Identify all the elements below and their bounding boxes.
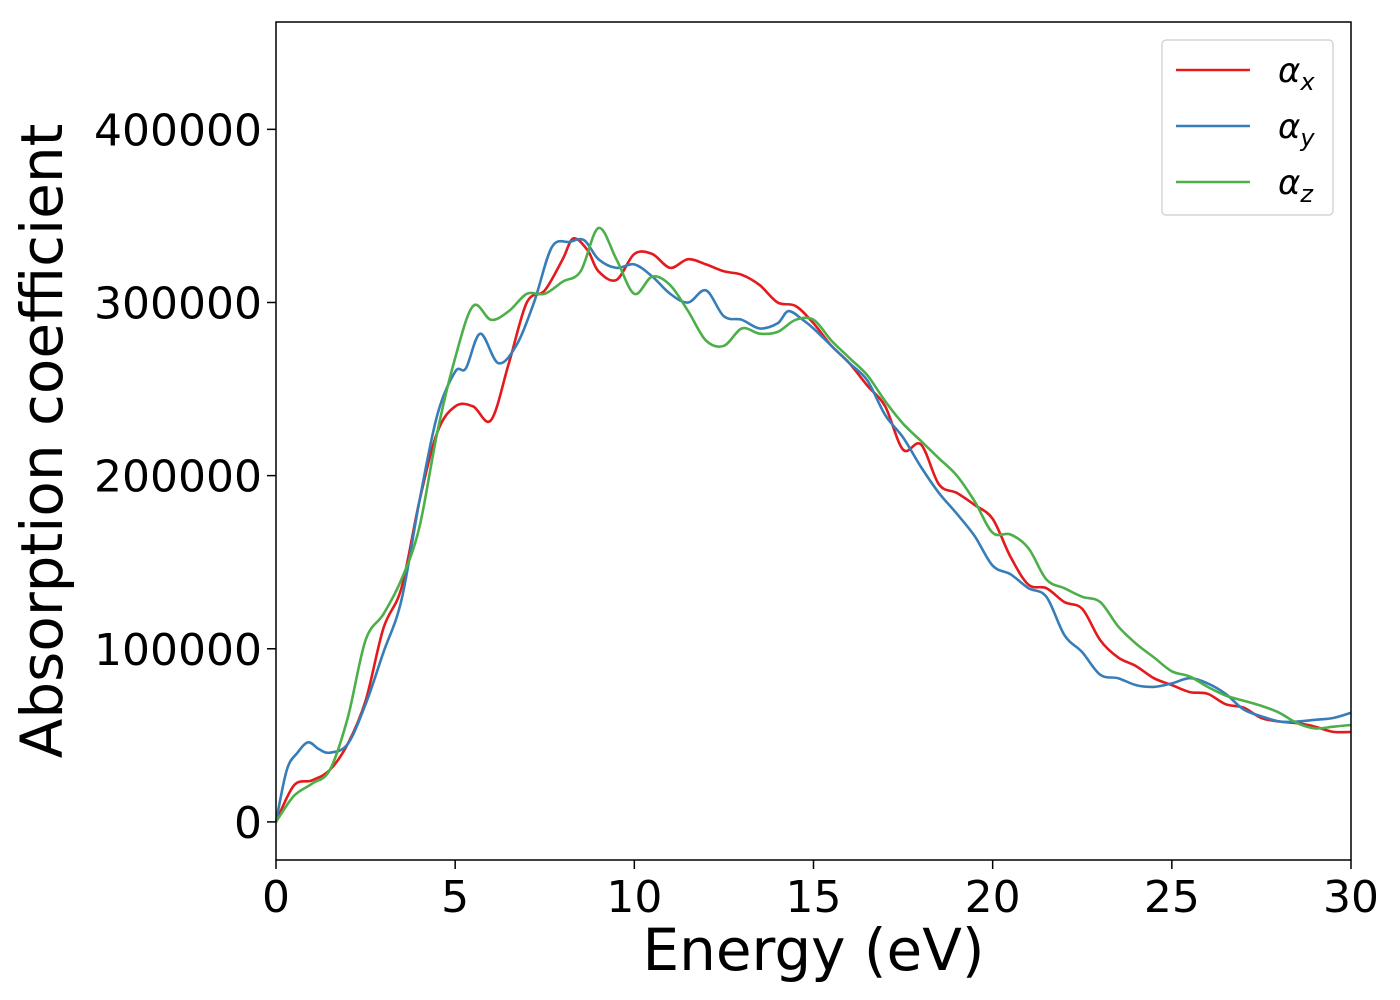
series-layer — [274, 226, 1352, 823]
legend-box — [1161, 39, 1334, 216]
x-tick-label: 30 — [1323, 872, 1379, 923]
x-tick-label: 15 — [786, 872, 842, 923]
y-tick-label: 0 — [234, 798, 262, 849]
series-line-alpha-y — [274, 237, 1352, 823]
x-tick-label: 20 — [965, 872, 1021, 923]
x-axis-title: Energy (eV) — [642, 916, 984, 984]
series-line-alpha-z — [274, 226, 1352, 823]
x-tick-label: 5 — [441, 872, 469, 923]
x-tick-label: 10 — [606, 872, 662, 923]
y-axis: 0 100000 200000 300000 400000 — [94, 105, 276, 849]
y-tick-label: 200000 — [94, 452, 262, 503]
y-tick-label: 400000 — [94, 105, 262, 156]
x-tick-label: 25 — [1144, 872, 1200, 923]
y-tick-label: 100000 — [94, 625, 262, 676]
x-tick-label: 0 — [262, 872, 290, 923]
x-axis: 0 5 10 15 20 25 30 — [262, 860, 1379, 923]
y-tick-label: 300000 — [94, 278, 262, 329]
y-axis-title: Absorption coefficient — [8, 124, 76, 759]
